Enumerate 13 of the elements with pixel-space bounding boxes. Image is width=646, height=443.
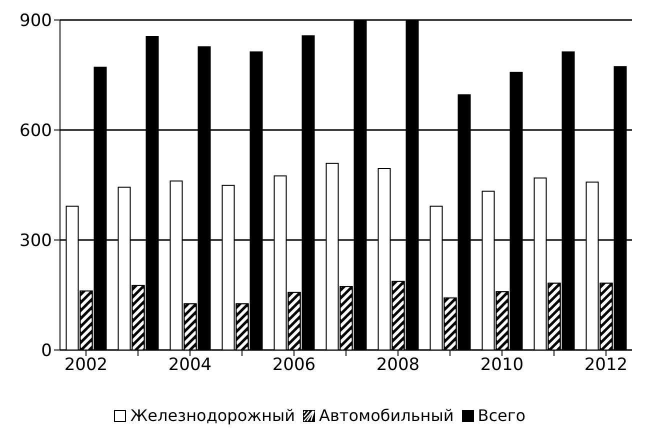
- y-tick-label: 600: [20, 121, 52, 142]
- x-tick-label: 2012: [584, 355, 628, 376]
- x-tick-label: 2010: [480, 355, 524, 376]
- y-tick-label: 900: [20, 11, 52, 32]
- legend-label: Всего: [478, 406, 526, 425]
- legend-label: Автомобильный: [319, 406, 454, 425]
- legend-label: Железнодорожный: [130, 406, 296, 425]
- y-tick-label: 300: [20, 231, 52, 252]
- x-tick-label: 2006: [272, 355, 316, 376]
- x-tick-label: 2008: [376, 355, 420, 376]
- y-tick-label: 0: [41, 341, 52, 362]
- x-tick-label: 2004: [168, 355, 212, 376]
- x-tick-label: 2002: [64, 355, 108, 376]
